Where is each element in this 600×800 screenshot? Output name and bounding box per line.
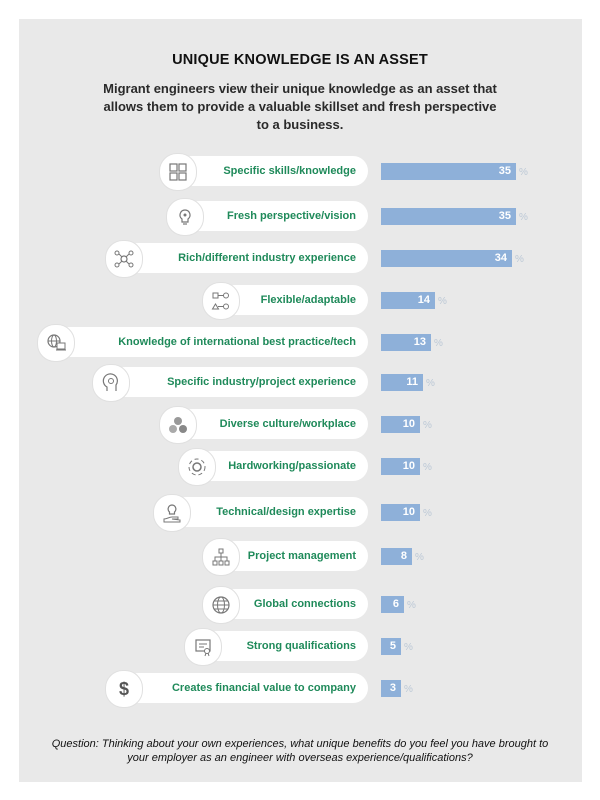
category-label: Knowledge of international best practice… [118, 336, 356, 348]
percent-unit-label: % [515, 254, 524, 265]
row-label-pill [202, 631, 368, 661]
circles-icon [159, 406, 197, 444]
percent-unit-label: % [423, 420, 432, 431]
dollar-icon: $ [105, 670, 143, 708]
category-label: Flexible/adaptable [260, 294, 356, 306]
percent-unit-label: % [519, 167, 528, 178]
row-label-pill [177, 409, 368, 439]
bar [381, 334, 431, 351]
head-gear-icon [92, 364, 130, 402]
puzzle-icon [159, 153, 197, 191]
percent-unit-label: % [434, 338, 443, 349]
bar [381, 416, 420, 433]
category-label: Hardworking/passionate [228, 460, 356, 472]
survey-question: Question: Thinking about your own experi… [51, 738, 549, 764]
hierarchy-icon [202, 538, 240, 576]
category-label: Creates financial value to company [171, 682, 356, 694]
category-label: Global connections [253, 598, 356, 610]
bar [381, 548, 412, 565]
bar [381, 638, 401, 655]
bar-value-label: 34 [494, 252, 507, 264]
bar-value-label: 14 [417, 294, 430, 306]
row-label-pill [110, 367, 368, 397]
bar [381, 163, 516, 180]
row-label-pill [123, 243, 368, 273]
category-label: Specific industry/project experience [167, 376, 356, 388]
row-label-pill [220, 285, 368, 315]
bar-value-label: 35 [498, 210, 511, 222]
lightbulb-eye-icon [166, 198, 204, 236]
globe-laptop-icon [37, 324, 75, 362]
category-label: Specific skills/knowledge [223, 165, 356, 177]
row-label-pill [123, 673, 368, 703]
percent-unit-label: % [423, 508, 432, 519]
bar-value-label: 10 [402, 460, 415, 472]
bar-value-label: 10 [402, 506, 415, 518]
certificate-icon [184, 628, 222, 666]
category-label: Fresh perspective/vision [227, 210, 356, 222]
row-label-pill [184, 201, 368, 231]
category-label: Rich/different industry experience [178, 252, 356, 264]
chart-title: UNIQUE KNOWLEDGE IS AN ASSET [172, 52, 428, 68]
category-label: Technical/design expertise [216, 506, 356, 518]
bar [381, 458, 420, 475]
category-label: Project management [247, 550, 356, 562]
percent-unit-label: % [519, 212, 528, 223]
bar [381, 680, 401, 697]
category-label: Strong qualifications [246, 640, 356, 652]
percent-unit-label: % [404, 642, 413, 653]
bar [381, 250, 512, 267]
hand-lightbulb-icon [153, 494, 191, 532]
bar [381, 208, 516, 225]
network-icon [105, 240, 143, 278]
svg-text:$: $ [119, 679, 129, 699]
bar-value-label: 3 [389, 682, 396, 694]
chart-subtitle: Migrant engineers view their unique know… [103, 81, 497, 132]
row-label-pill [55, 327, 368, 357]
bar-value-label: 10 [402, 418, 415, 430]
percent-unit-label: % [426, 378, 435, 389]
flowchart-icon [202, 282, 240, 320]
bar-value-label: 11 [406, 376, 418, 388]
percent-unit-label: % [415, 552, 424, 563]
bar [381, 292, 435, 309]
bar-value-label: 13 [413, 336, 426, 348]
gear-cycle-icon [178, 448, 216, 486]
row-label-pill [220, 541, 368, 571]
bar [381, 504, 420, 521]
percent-unit-label: % [423, 462, 432, 473]
bar-value-label: 35 [498, 165, 511, 177]
category-label: Diverse culture/workplace [219, 418, 356, 430]
bar-value-label: 8 [400, 550, 407, 562]
bar [381, 596, 404, 613]
percent-unit-label: % [404, 684, 413, 695]
percent-unit-label: % [438, 296, 447, 307]
percent-unit-label: % [407, 600, 416, 611]
row-label-pill [220, 589, 368, 619]
row-label-pill [196, 451, 368, 481]
bar [381, 374, 423, 391]
row-label-pill [171, 497, 368, 527]
bar-value-label: 5 [389, 640, 396, 652]
bar-value-label: 6 [392, 598, 399, 610]
globe-icon [202, 586, 240, 624]
row-label-pill [177, 156, 368, 186]
